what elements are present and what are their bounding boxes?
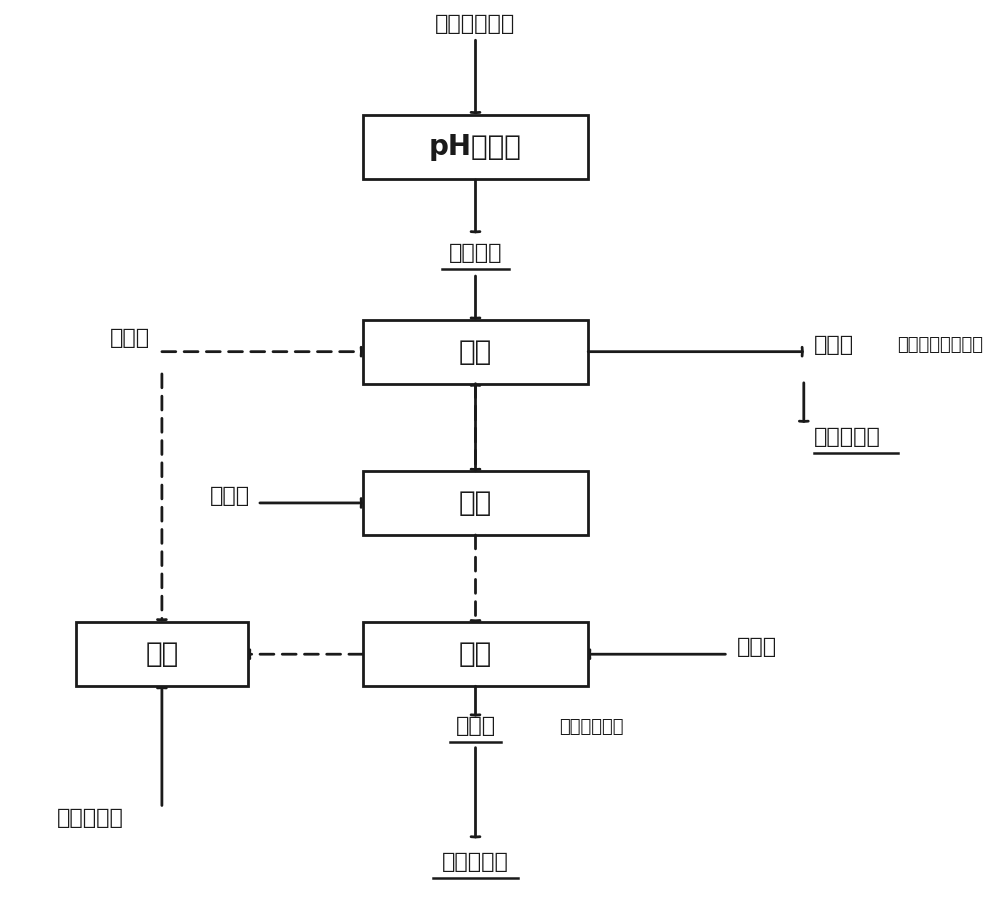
Text: 萃取: 萃取 [459, 338, 492, 366]
Text: 钨钼混合溶液: 钨钼混合溶液 [435, 14, 516, 34]
Text: 制取钼产品: 制取钼产品 [814, 427, 880, 447]
Text: 反萃剂: 反萃剂 [737, 637, 777, 657]
Text: （纯钼酸盐溶液）: （纯钼酸盐溶液） [897, 337, 983, 354]
Text: pH值调整: pH值调整 [429, 133, 522, 161]
Text: 无机酸溶液: 无机酸溶液 [57, 808, 124, 828]
Text: 有机相: 有机相 [110, 329, 150, 349]
Text: 制取钨产品: 制取钨产品 [442, 853, 509, 873]
Text: 洗涤剂: 洗涤剂 [210, 486, 250, 506]
Text: 洗涤: 洗涤 [459, 489, 492, 517]
Bar [76, 622, 248, 686]
Text: 萃取料液: 萃取料液 [449, 242, 502, 262]
Bar [363, 622, 588, 686]
Text: 反萃液: 反萃液 [455, 716, 496, 736]
Text: （富钨溶液）: （富钨溶液） [559, 718, 623, 736]
Bar [363, 115, 588, 179]
Text: 反萃: 反萃 [459, 640, 492, 668]
Bar [363, 320, 588, 384]
Text: 萃余液: 萃余液 [814, 335, 854, 355]
Text: 酸化: 酸化 [145, 640, 179, 668]
Bar [363, 471, 588, 535]
